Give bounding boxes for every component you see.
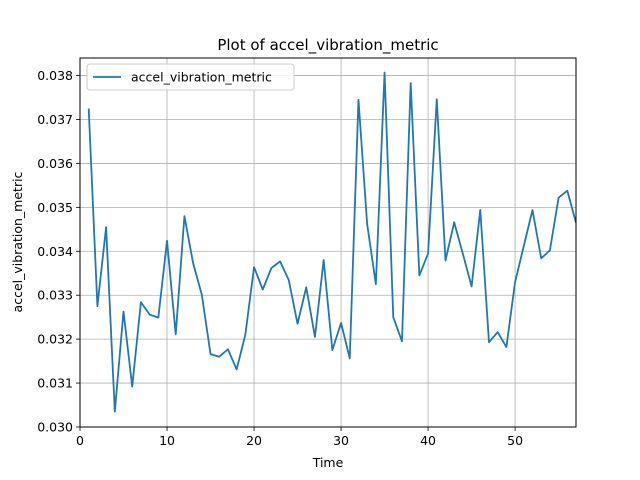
y-tick-label: 0.031 <box>37 376 73 391</box>
y-tick-label: 0.035 <box>37 200 73 215</box>
series-line <box>87 71 576 413</box>
plot-frame <box>79 57 577 428</box>
x-tick-label: 20 <box>246 433 262 448</box>
y-tick-label: 0.032 <box>37 332 73 347</box>
legend-box <box>86 63 295 91</box>
x-tick-label: 40 <box>420 433 436 448</box>
x-tick-label: 10 <box>159 433 175 448</box>
series-layer <box>87 71 576 413</box>
y-tick-label: 0.030 <box>37 420 73 435</box>
y-tick-label: 0.033 <box>37 288 73 303</box>
x-tick-label: 50 <box>507 433 523 448</box>
legend: accel_vibration_metric <box>86 63 295 91</box>
chart-title: Plot of accel_vibration_metric <box>217 36 438 55</box>
legend-label: accel_vibration_metric <box>131 70 272 85</box>
y-axis: 0.030 0.031 0.032 0.033 0.034 0.035 0.036 0.037… <box>37 68 80 435</box>
x-tick-label: 0 <box>76 433 84 448</box>
y-tick-label: 0.037 <box>37 112 73 127</box>
y-tick-label: 0.036 <box>37 156 73 171</box>
y-tick-label: 0.038 <box>37 68 73 83</box>
y-tick-label: 0.034 <box>37 244 73 259</box>
x-tick-label: 30 <box>333 433 349 448</box>
y-axis-label: accel_vibration_metric <box>10 171 25 312</box>
x-axis: 0 10 20 30 40 50 <box>76 427 523 448</box>
grid <box>79 58 576 428</box>
x-axis-label: Time <box>312 455 344 470</box>
